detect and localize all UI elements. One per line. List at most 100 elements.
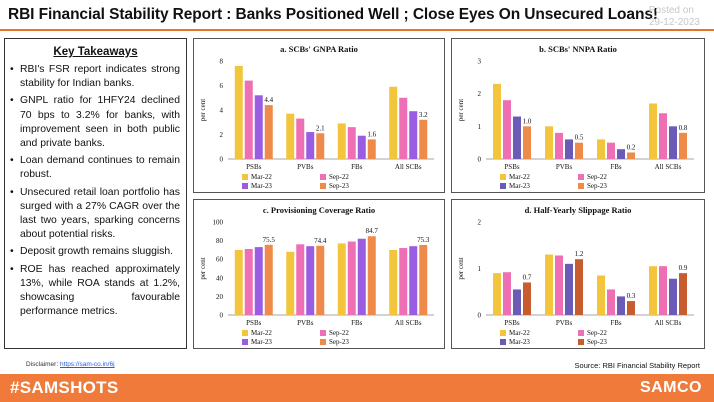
data-label: 0.7 — [523, 273, 532, 281]
pcr-chart-svg: c. Provisioning Coverage Ratio per cent 0 2… — [199, 205, 434, 346]
y-tick-label: 80 — [216, 237, 224, 245]
chart-title: c. Provisioning Coverage Ratio — [263, 205, 375, 215]
data-label: 74.4 — [314, 237, 327, 245]
legend-swatch — [242, 183, 248, 189]
legend-label: Sep-22 — [587, 173, 607, 181]
bar-sep-22 — [659, 113, 667, 159]
legend-swatch — [320, 183, 326, 189]
y-tick-label: 8 — [220, 58, 224, 66]
bar-sep-22 — [244, 248, 253, 315]
bar-sep-23 — [316, 133, 325, 159]
data-label: 0.2 — [627, 143, 636, 151]
legend-label: Sep-23 — [587, 338, 607, 346]
bar-mar-23 — [669, 278, 677, 315]
y-tick-label: 60 — [216, 256, 224, 264]
x-tick-label: FBs — [351, 319, 363, 327]
disclaimer: Disclaimer: https://sam-co.in/6j — [26, 361, 115, 368]
legend-swatch — [578, 330, 584, 336]
legend-label: Mar-22 — [509, 173, 530, 181]
bar-mar-22 — [493, 83, 501, 159]
chart-nnpa-ratio: b. SCBs' NNPA Ratio per cent 0 1 2 3 1.0 PSBs 0.… — [451, 38, 705, 193]
data-label: 75.5 — [263, 236, 276, 244]
bar-sep-23 — [575, 259, 583, 315]
takeaway-item: GNPL ratio for 1HFY24 declined 70 bps to… — [10, 94, 180, 151]
bar-sep-22 — [659, 266, 667, 315]
y-axis-label: per cent — [199, 257, 207, 279]
y-tick-label: 3 — [478, 58, 482, 66]
data-label: 1.2 — [575, 250, 584, 258]
legend-label: Mar-22 — [509, 329, 530, 337]
key-takeaways-panel: Key Takeaways RBI's FSR report indicates… — [4, 38, 187, 349]
bar-sep-23 — [264, 105, 273, 159]
legend-swatch — [500, 174, 506, 180]
bar-sep-23 — [419, 119, 428, 159]
bar-mar-22 — [234, 249, 243, 315]
bar-sep-23 — [679, 132, 687, 159]
bar-mar-22 — [545, 126, 553, 159]
bar-mar-23 — [617, 296, 625, 315]
legend-label: Mar-23 — [509, 338, 530, 346]
bar-sep-23 — [523, 126, 531, 159]
y-axis-label: per cent — [457, 257, 465, 279]
legend-label: Mar-23 — [251, 182, 272, 190]
takeaway-item: Loan demand continues to remain robust. — [10, 154, 180, 182]
footer-bar: #SAMSHOTS SAMCO — [0, 374, 714, 402]
slippage-chart-svg: d. Half-Yearly Slippage Ratio per cent 0 1 2… — [457, 205, 694, 346]
legend-swatch — [320, 339, 326, 345]
bar-mar-22 — [597, 139, 605, 159]
bar-mar-23 — [254, 95, 263, 159]
x-tick-label: All SCBs — [655, 163, 682, 171]
bar-mar-22 — [545, 254, 553, 315]
chart-slippage-ratio: d. Half-Yearly Slippage Ratio per cent 0 1 2… — [451, 199, 705, 349]
x-tick-label: PSBs — [504, 163, 519, 171]
bar-sep-23 — [627, 301, 635, 315]
legend-swatch — [500, 183, 506, 189]
legend-swatch — [578, 339, 584, 345]
y-tick-label: 1 — [478, 265, 482, 273]
bar-mar-23 — [306, 246, 315, 315]
legend-label: Sep-23 — [587, 182, 607, 190]
bar-mar-22 — [649, 103, 657, 159]
bar-sep-23 — [316, 245, 325, 315]
y-tick-label: 0 — [220, 312, 224, 320]
gnpa-chart-svg: a. SCBs' GNPA Ratio per cent 0 2 4 6 8 4.4 PSBs 2… — [199, 44, 434, 190]
x-tick-label: PSBs — [504, 319, 519, 327]
legend-label: Mar-22 — [251, 173, 272, 181]
posted-label: Posted on — [648, 5, 694, 16]
x-tick-label: PVBs — [556, 319, 573, 327]
y-tick-label: 2 — [478, 219, 482, 227]
takeaway-item: RBI's FSR report indicates strong stabil… — [10, 63, 180, 91]
bar-sep-22 — [347, 241, 356, 315]
bar-mar-23 — [357, 135, 366, 159]
disclaimer-link[interactable]: https://sam-co.in/6j — [59, 361, 115, 368]
posted-date-stamp: Posted on 29-12-2023 — [649, 5, 700, 29]
footer-brand-logo: SAMCO — [639, 379, 702, 396]
chart-title: d. Half-Yearly Slippage Ratio — [525, 205, 632, 215]
bar-mar-23 — [409, 111, 418, 159]
y-tick-label: 20 — [216, 293, 224, 301]
data-label: 1.6 — [367, 130, 376, 138]
bar-sep-22 — [244, 80, 253, 159]
takeaway-item: Unsecured retail loan portfolio has surg… — [10, 186, 180, 243]
x-tick-label: All SCBs — [395, 163, 422, 171]
bar-sep-23 — [367, 236, 376, 315]
data-label: 0.5 — [575, 134, 584, 142]
bar-mar-23 — [254, 247, 263, 315]
legend-swatch — [500, 339, 506, 345]
y-tick-label: 1 — [478, 123, 482, 131]
title-divider — [0, 29, 714, 31]
legend-label: Sep-22 — [587, 329, 607, 337]
takeaway-item: ROE has reached approximately 13%, while… — [10, 263, 180, 320]
bar-sep-22 — [503, 100, 511, 159]
source-note: Source: RBI Financial Stability Report — [574, 361, 700, 370]
bar-sep-22 — [503, 272, 511, 315]
bar-sep-22 — [607, 142, 615, 159]
x-tick-label: PVBs — [297, 163, 314, 171]
x-tick-label: PSBs — [246, 163, 261, 171]
bar-sep-23 — [575, 142, 583, 159]
chart-title: a. SCBs' GNPA Ratio — [280, 44, 358, 54]
legend-swatch — [578, 174, 584, 180]
bar-sep-23 — [419, 244, 428, 315]
legend-swatch — [242, 339, 248, 345]
y-tick-label: 6 — [220, 82, 224, 90]
